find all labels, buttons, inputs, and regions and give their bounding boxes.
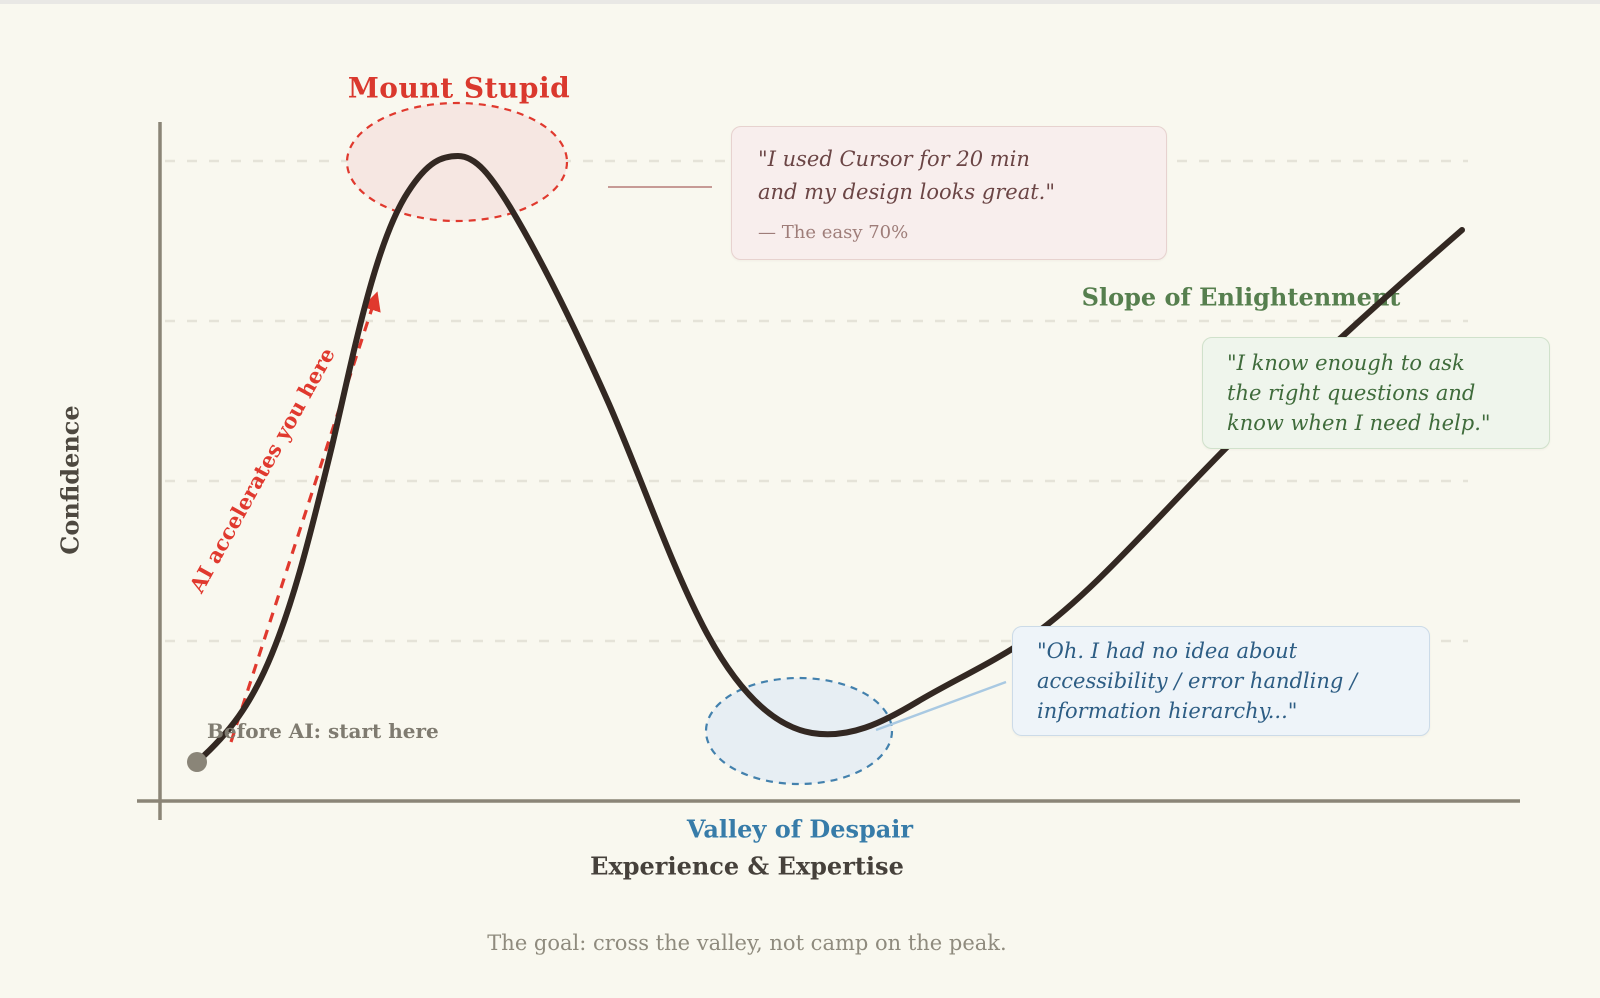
slope-quote-line-2: the right questions and	[1227, 381, 1476, 405]
peak-quote-line-2: and my design looks great."	[758, 180, 1056, 204]
mount-stupid-label: Mount Stupid	[347, 71, 571, 105]
slope-quote-box: "I know enough to ask the right question…	[1202, 337, 1550, 449]
valley-quote-line-3: information hierarchy..."	[1037, 699, 1298, 723]
ai-acceleration-arrow	[229, 291, 381, 743]
before-ai-label: Before AI: start here	[207, 719, 439, 743]
slope-of-enlightenment-label: Slope of Enlightenment	[1081, 282, 1401, 312]
peak-quote-attribution: — The easy 70%	[758, 222, 909, 243]
valley-of-despair-label: Valley of Despair	[686, 814, 914, 844]
window-top-edge	[0, 0, 1600, 4]
caption-text: The goal: cross the valley, not camp on …	[487, 931, 1007, 955]
peak-quote-line-1: "I used Cursor for 20 min	[758, 147, 1030, 171]
valley-quote-line-2: accessibility / error handling /	[1037, 669, 1358, 693]
confidence-curve	[194, 152, 1465, 765]
valley-quote-connector	[875, 680, 1007, 732]
axes	[137, 122, 1520, 820]
valley-quote-line-1: "Oh. I had no idea about	[1037, 639, 1298, 663]
mount-stupid-ellipse	[345, 101, 569, 223]
y-axis-label: Confidence	[55, 405, 85, 555]
peak-quote-box: "I used Cursor for 20 min and my design …	[731, 126, 1167, 260]
slope-quote-line-3: know when I need help."	[1227, 411, 1491, 435]
start-point-dot	[187, 752, 207, 772]
x-axis-label: Experience & Expertise	[590, 851, 904, 881]
valley-quote-box: "Oh. I had no idea about accessibility /…	[1012, 626, 1430, 736]
slope-quote-line-1: "I know enough to ask	[1227, 351, 1465, 375]
